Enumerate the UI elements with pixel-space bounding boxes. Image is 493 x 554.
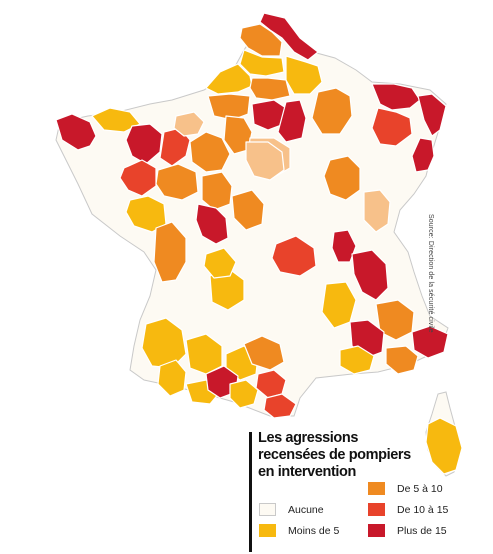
legend-item-plus-de-15: Plus de 15	[368, 524, 447, 537]
department-aisne	[285, 55, 323, 95]
department-finistere	[55, 113, 97, 151]
department-pas-de-calais	[239, 23, 283, 57]
department-cher	[231, 189, 265, 231]
department-aveyron	[243, 335, 285, 371]
department-nord	[259, 12, 319, 61]
legend-swatch	[368, 524, 385, 537]
department-allier	[271, 235, 317, 277]
department-bas-rhin	[417, 93, 447, 137]
department-vienne	[195, 203, 229, 245]
department-lot	[185, 333, 223, 375]
legend-title-line: recensées de pompiers	[258, 447, 411, 463]
department-cotes-d-armor	[91, 107, 141, 133]
department-cote-d-or	[323, 155, 361, 201]
legend-swatch	[259, 503, 276, 516]
legend-swatch	[368, 503, 385, 516]
department-ille-et-vilaine	[125, 123, 163, 165]
legend-item-de-10-a-15: De 10 à 15	[368, 503, 448, 516]
legend-title-line: en intervention	[258, 464, 356, 480]
department-doubs	[363, 189, 391, 233]
legend-item-de-5-a-10: De 5 à 10	[368, 482, 443, 495]
department-landes	[157, 359, 187, 397]
legend-label: De 5 à 10	[397, 482, 443, 495]
department-marne	[311, 87, 353, 135]
department-sarthe	[189, 131, 231, 173]
department-moselle	[371, 83, 421, 111]
department-var	[385, 345, 419, 375]
department-puy-de-dome	[203, 247, 237, 279]
department-oise	[249, 77, 291, 101]
department-aude	[229, 379, 259, 409]
department-charente-maritime	[153, 221, 187, 283]
department-nievre	[245, 141, 285, 181]
department-orne	[173, 111, 205, 137]
department-meurthe-et-moselle	[371, 107, 413, 147]
legend-accent-bar	[249, 432, 252, 552]
department-maine-et-loire	[155, 163, 199, 201]
legend-swatch	[259, 524, 276, 537]
department-corse	[425, 417, 463, 475]
department-alpes-maritimes	[411, 325, 449, 359]
legend-label: Plus de 15	[397, 524, 447, 537]
department-gard	[339, 345, 375, 375]
legend-item-aucune: Aucune	[259, 503, 324, 516]
department-haut-rhin	[411, 137, 435, 173]
source-credit: Source: Direction de la sécurité civile	[427, 214, 434, 333]
department-seine-et-marne	[277, 99, 307, 143]
legend-swatch	[368, 482, 385, 495]
department-pyrenees-orientales	[263, 393, 297, 419]
legend-title: Les agressions recensées de pompiers en …	[258, 430, 418, 481]
department-eure	[207, 93, 251, 121]
legend-title-line: Les agressions	[258, 430, 358, 446]
legend-label: Aucune	[288, 503, 324, 516]
department-gironde	[141, 317, 187, 369]
department-rhone	[351, 249, 389, 301]
legend-item-moins-de-5: Moins de 5	[259, 524, 339, 537]
legend-label: Moins de 5	[288, 524, 340, 537]
department-somme	[239, 49, 285, 77]
department-ain	[331, 229, 357, 263]
department-loire-atlantique	[119, 159, 157, 197]
legend-label: De 10 à 15	[397, 503, 449, 516]
department-indre-et-loire	[201, 171, 233, 211]
